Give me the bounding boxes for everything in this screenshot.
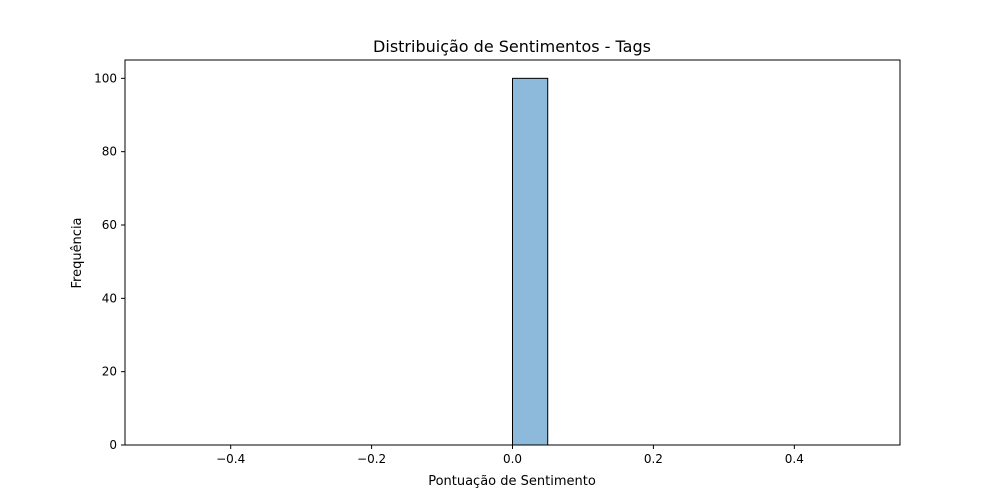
x-tick-label: −0.2 <box>357 452 386 466</box>
y-axis-ticks: 0 20 40 60 80 100 <box>94 71 125 452</box>
y-axis-label: Frequência <box>70 217 85 288</box>
x-tick-label: −0.4 <box>216 452 245 466</box>
histogram-bars <box>512 77 549 446</box>
histogram-bar <box>512 77 549 446</box>
x-axis-ticks: −0.4 −0.2 0.0 0.2 0.4 <box>216 445 804 466</box>
y-tick-label: 80 <box>102 145 117 159</box>
x-tick-label: 0.2 <box>644 452 663 466</box>
y-tick-label: 40 <box>102 291 117 305</box>
y-tick-label: 20 <box>102 365 117 379</box>
chart-title: Distribuição de Sentimentos - Tags <box>373 37 651 56</box>
x-axis-label: Pontuação de Sentimento <box>428 474 596 489</box>
x-tick-label: 0.4 <box>785 452 804 466</box>
y-tick-label: 0 <box>109 438 117 452</box>
y-tick-label: 100 <box>94 71 117 85</box>
y-tick-label: 60 <box>102 218 117 232</box>
x-tick-label: 0.0 <box>503 452 522 466</box>
